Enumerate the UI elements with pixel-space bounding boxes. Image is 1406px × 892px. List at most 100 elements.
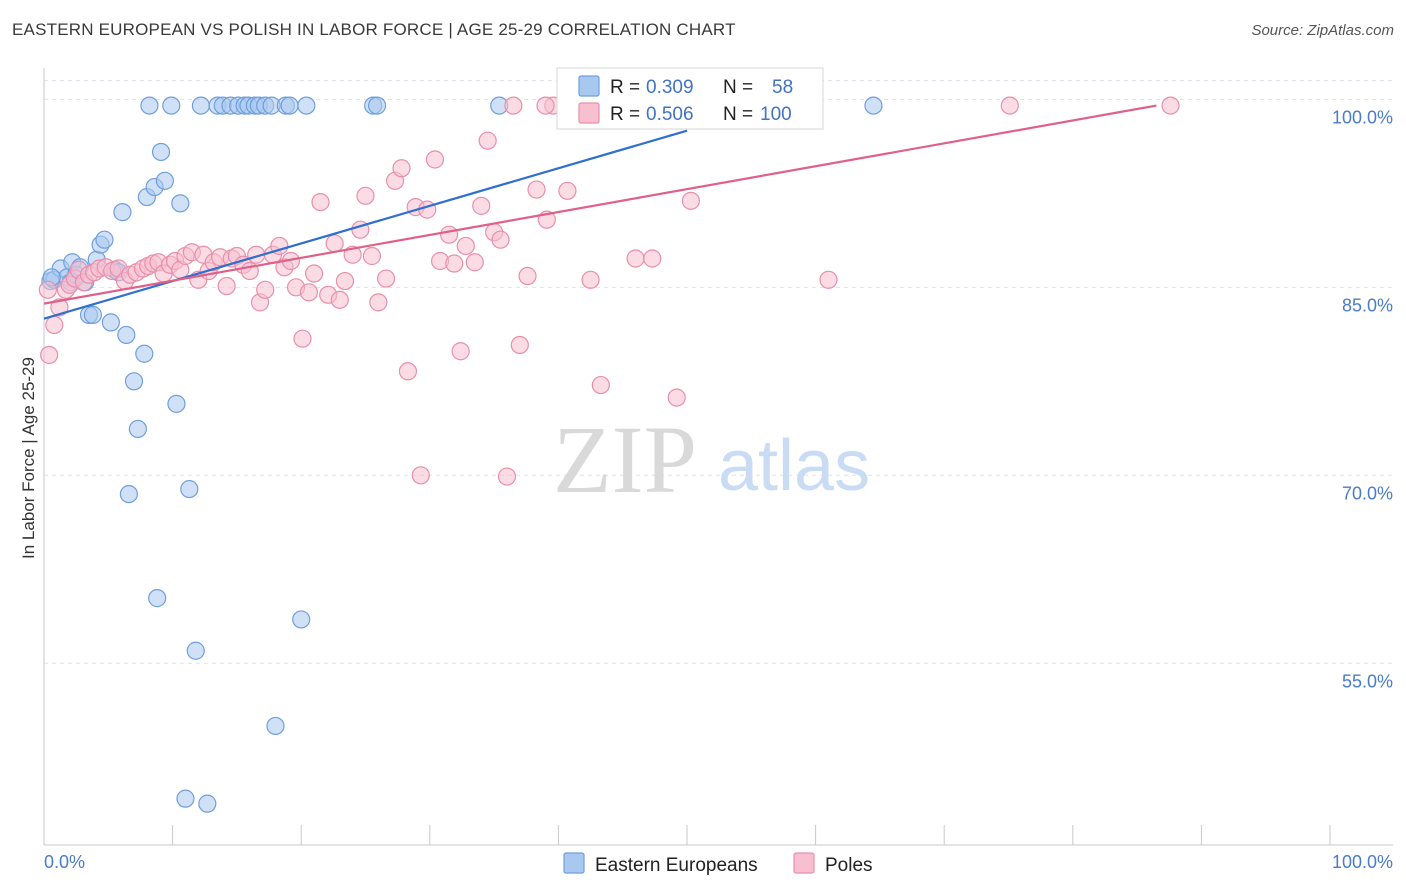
trend-line-poles [43, 104, 1157, 305]
data-point-poles [256, 280, 275, 299]
data-point-eastern-europeans [186, 641, 205, 660]
data-point-poles [398, 362, 418, 381]
legend-r-value-1: 0.309 [646, 77, 694, 98]
data-point-poles [581, 270, 600, 289]
data-point-poles [1161, 96, 1180, 115]
series-legend-swatch-blue [563, 852, 585, 874]
data-point-eastern-europeans [140, 96, 159, 115]
watermark-zip: ZIP [553, 406, 697, 513]
chart-title: EASTERN EUROPEAN VS POLISH IN LABOR FORC… [12, 20, 736, 39]
data-point-eastern-europeans [280, 96, 299, 115]
data-point-eastern-europeans [198, 794, 217, 813]
legend-n-label-1: N = [723, 77, 753, 98]
data-point-poles [376, 269, 396, 288]
series-legend-label-eastern-europeans: Eastern Europeans [595, 855, 758, 876]
y-tick-label: 100.0% [1332, 107, 1393, 127]
series-legend: Eastern Europeans Poles [563, 852, 873, 876]
legend-n-value-1: 58 [772, 77, 793, 98]
data-point-poles [439, 225, 459, 244]
data-point-poles [1000, 96, 1019, 115]
data-point-poles [504, 96, 523, 115]
data-point-eastern-europeans [297, 96, 316, 115]
data-point-eastern-europeans [135, 344, 154, 363]
data-point-poles [330, 290, 349, 309]
legend-r-label-1: R = [610, 77, 640, 98]
data-point-poles [45, 315, 64, 335]
data-point-eastern-europeans [155, 171, 174, 190]
data-point-poles [451, 342, 470, 361]
stats-legend-box [556, 67, 824, 130]
data-point-poles [299, 283, 319, 302]
data-point-eastern-europeans [124, 372, 144, 391]
data-point-poles [491, 230, 510, 249]
data-point-poles [667, 388, 686, 407]
data-point-poles [356, 186, 375, 205]
series-legend-swatch-pink [793, 852, 815, 874]
data-point-poles [369, 293, 388, 312]
x-tick-label-min: 0.0% [44, 852, 85, 872]
gridlines [44, 80, 1393, 664]
data-point-eastern-europeans [292, 610, 311, 629]
data-point-eastern-europeans [148, 589, 167, 608]
data-point-eastern-europeans [162, 96, 181, 115]
data-point-eastern-europeans [117, 325, 136, 345]
data-point-eastern-europeans [180, 479, 199, 499]
data-point-poles [392, 159, 411, 178]
data-point-poles [558, 181, 577, 200]
data-point-poles [626, 249, 645, 268]
legend-n-value-2: 100 [760, 104, 792, 125]
data-point-eastern-europeans [151, 142, 171, 162]
watermark-atlas: atlas [718, 426, 870, 506]
data-point-poles [445, 254, 464, 273]
data-point-eastern-europeans [113, 203, 132, 222]
data-point-poles [681, 191, 700, 210]
data-point-poles [478, 131, 497, 150]
data-point-poles [411, 466, 430, 485]
data-point-poles [425, 150, 445, 169]
data-point-eastern-europeans [119, 484, 138, 504]
data-point-eastern-europeans [367, 96, 387, 115]
data-point-eastern-europeans [83, 305, 102, 324]
axes [43, 68, 1393, 846]
data-point-poles [456, 236, 475, 256]
data-point-eastern-europeans [191, 96, 210, 115]
data-point-poles [465, 253, 484, 272]
y-tick-labels: 55.0% 70.0% 85.0% 100.0% [1332, 107, 1393, 691]
data-point-poles [527, 180, 546, 199]
legend-swatch-pink [578, 102, 600, 124]
data-point-poles [325, 234, 344, 253]
legend-n-label-2: N = [723, 104, 753, 125]
y-tick-label: 85.0% [1342, 295, 1393, 315]
data-point-poles [304, 264, 324, 283]
data-point-poles [293, 329, 312, 348]
data-point-poles [50, 298, 69, 317]
data-point-poles [40, 345, 59, 365]
trend-lines [43, 104, 1157, 320]
data-point-eastern-europeans [101, 313, 120, 332]
data-point-poles [536, 96, 555, 115]
y-tick-label: 55.0% [1342, 671, 1393, 691]
data-point-poles [518, 266, 537, 286]
data-point-poles [335, 271, 355, 291]
stats-legend: R = 0.309 N = 58 R = 0.506 N = 100 [556, 67, 824, 130]
data-point-eastern-europeans [171, 194, 190, 213]
data-point-poles [497, 467, 517, 486]
y-tick-label: 70.0% [1342, 483, 1393, 503]
data-point-poles [217, 276, 236, 296]
data-point-eastern-europeans [176, 789, 195, 808]
legend-r-value-2: 0.506 [646, 104, 694, 125]
y-axis-label: In Labor Force | Age 25-29 [19, 357, 38, 559]
series-legend-label-poles: Poles [825, 855, 873, 876]
x-tick-label-max: 100.0% [1332, 852, 1393, 872]
data-point-poles [510, 335, 529, 355]
data-point-poles [643, 249, 662, 268]
data-point-eastern-europeans [266, 716, 285, 736]
legend-r-label-2: R = [610, 104, 640, 125]
source-credit: Source: ZipAtlas.com [1251, 22, 1394, 39]
data-point-poles [311, 192, 330, 212]
data-point-eastern-europeans [864, 96, 883, 115]
data-point-eastern-europeans [95, 230, 114, 249]
data-point-poles [591, 375, 610, 395]
data-point-eastern-europeans [167, 394, 186, 413]
